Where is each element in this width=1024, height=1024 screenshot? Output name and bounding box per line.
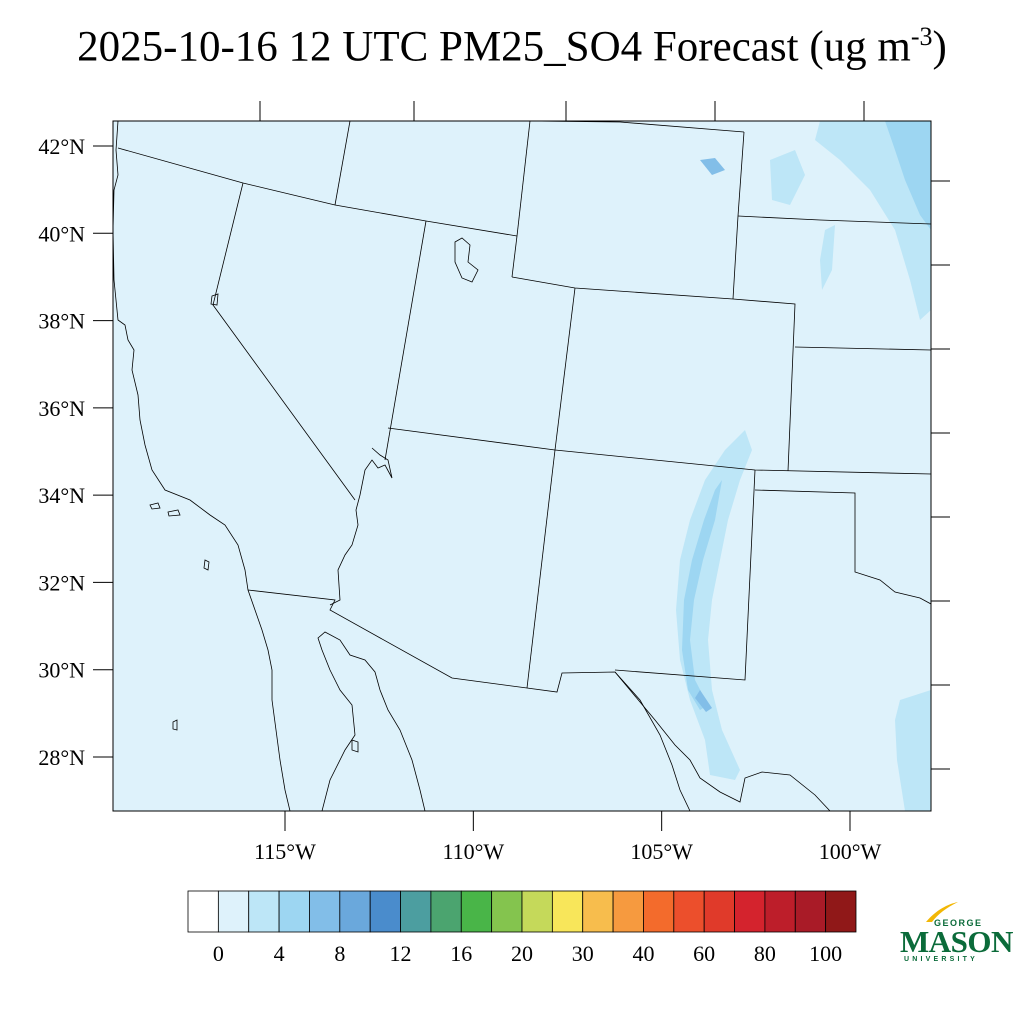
colorbar-label: 60 xyxy=(693,941,715,966)
colorbar-swatch xyxy=(278,890,310,933)
title-superscript: -3 xyxy=(910,22,933,51)
lon-tick-label: 110°W xyxy=(442,839,504,864)
colorbar-label: 16 xyxy=(450,941,472,966)
island-cedros xyxy=(203,559,210,571)
colorbar-swatch xyxy=(217,890,250,933)
colorbar-swatch xyxy=(673,890,705,933)
lat-tick-label: 28°N xyxy=(38,745,85,770)
lat-tick-label: 40°N xyxy=(38,221,85,246)
colorbar-swatch xyxy=(521,890,553,933)
colorbar-labels: 0 4 8 12 16 20 30 40 60 80 100 xyxy=(213,941,842,966)
colorbar-swatch xyxy=(734,890,766,933)
border-rio-grande-inner xyxy=(614,671,691,811)
colorbar-label: 40 xyxy=(632,941,654,966)
border-nevada-utah xyxy=(384,220,427,461)
boundaries xyxy=(113,121,931,811)
map-frame xyxy=(112,120,932,812)
border-idaho-nevada xyxy=(334,204,427,222)
colorbar-swatch xyxy=(460,890,493,933)
lon-tick-label: 115°W xyxy=(254,839,316,864)
border-nebraska-kansas xyxy=(794,346,931,351)
title-close: ) xyxy=(932,23,947,71)
coastline-gulf-california-west xyxy=(317,631,426,811)
island-tiburon xyxy=(351,739,359,753)
colorbar-swatch xyxy=(643,890,675,933)
colorbar-swatch xyxy=(400,890,432,933)
shade-rockies-peak xyxy=(695,690,712,712)
border-idaho-utah-wyoming xyxy=(425,220,518,237)
logo-line-george: GEORGE xyxy=(934,918,983,928)
chart-title: 2025-10-16 12 UTC PM25_SO4 Forecast (ug … xyxy=(0,22,1024,71)
lat-tick-label: 34°N xyxy=(38,483,85,508)
colorbar-label: 30 xyxy=(572,941,594,966)
border-utah-colorado xyxy=(554,287,576,451)
title-main: 2025-10-16 12 UTC PM25_SO4 Forecast (ug … xyxy=(77,23,911,71)
shade-northeast-band xyxy=(885,121,931,230)
right-tick-marks xyxy=(931,180,950,770)
top-tick-marks xyxy=(259,101,865,121)
colorbar-swatch xyxy=(551,890,584,933)
logo-line-mason: MASON xyxy=(900,924,1013,959)
island-channel-b xyxy=(167,509,181,517)
island-channel-a xyxy=(149,502,161,510)
border-us-mexico xyxy=(247,589,831,811)
border-four-corners xyxy=(387,427,931,475)
border-oklahoma-panhandle xyxy=(754,489,931,605)
border-wyoming-utah xyxy=(511,235,518,278)
colorbar xyxy=(187,890,857,933)
border-newmexico-texas xyxy=(614,469,756,681)
shade-texas-east xyxy=(895,690,931,811)
colorbar-swatch xyxy=(612,890,644,933)
colorbar-label: 8 xyxy=(334,941,345,966)
lake-great-salt xyxy=(454,237,479,283)
colorbar-label: 4 xyxy=(274,941,285,966)
lat-tick-label: 38°N xyxy=(38,309,85,334)
coastline-pacific xyxy=(113,121,291,811)
lat-tick-label: 42°N xyxy=(38,134,85,159)
border-nevada-california xyxy=(212,182,356,501)
border-wyoming-west xyxy=(516,121,531,237)
colorbar-label: 20 xyxy=(511,941,533,966)
colorbar-swatch xyxy=(764,890,796,933)
colorbar-label: 0 xyxy=(213,941,224,966)
colorbar-swatch xyxy=(248,890,280,933)
border-arizona-newmexico xyxy=(526,449,556,689)
lat-tick-label: 30°N xyxy=(38,658,85,683)
lat-tick-label: 32°N xyxy=(38,570,85,595)
border-colorado-kansas xyxy=(732,298,796,472)
colorbar-label: 12 xyxy=(390,941,412,966)
colorbar-swatch xyxy=(794,890,827,933)
colorbar-label: 80 xyxy=(754,941,776,966)
colorbar-swatch xyxy=(187,890,219,933)
colorbar-swatch xyxy=(703,890,735,933)
logo-line-university: UNIVERSITY xyxy=(904,956,979,963)
colorbar-swatch xyxy=(369,890,401,933)
coastline-gulf-california-east xyxy=(329,447,393,606)
border-idaho-montana xyxy=(334,121,351,206)
longitude-axis: 115°W 110°W 105°W 100°W xyxy=(254,811,882,864)
colorbar-swatch xyxy=(309,890,341,933)
colorbar-swatch xyxy=(825,890,857,933)
logo-swoosh-icon xyxy=(926,902,958,922)
shade-wyoming-basin xyxy=(770,150,805,205)
shade-rockies-core xyxy=(682,480,722,710)
border-sd-nebraska xyxy=(737,215,931,225)
colorbar-label: 100 xyxy=(809,941,842,966)
latitude-axis: 42°N 40°N 38°N 36°N 34°N 32°N 30°N 28°N xyxy=(38,134,113,770)
colorbar-swatch xyxy=(491,890,523,933)
lon-tick-label: 100°W xyxy=(819,839,882,864)
colorbar-swatch xyxy=(582,890,614,933)
lon-tick-label: 105°W xyxy=(630,839,693,864)
island-guadalupe xyxy=(172,719,178,731)
map-background xyxy=(113,121,931,811)
colorbar-swatch xyxy=(339,890,371,933)
lat-tick-label: 36°N xyxy=(38,396,85,421)
shade-nebraska-strip xyxy=(820,225,835,290)
shade-wyoming-spot xyxy=(700,158,725,175)
gmu-logo: GEORGE MASON UNIVERSITY xyxy=(896,898,1013,970)
concentration-shading xyxy=(676,121,931,811)
colorbar-swatch xyxy=(430,890,462,933)
lake-tahoe xyxy=(210,293,219,306)
